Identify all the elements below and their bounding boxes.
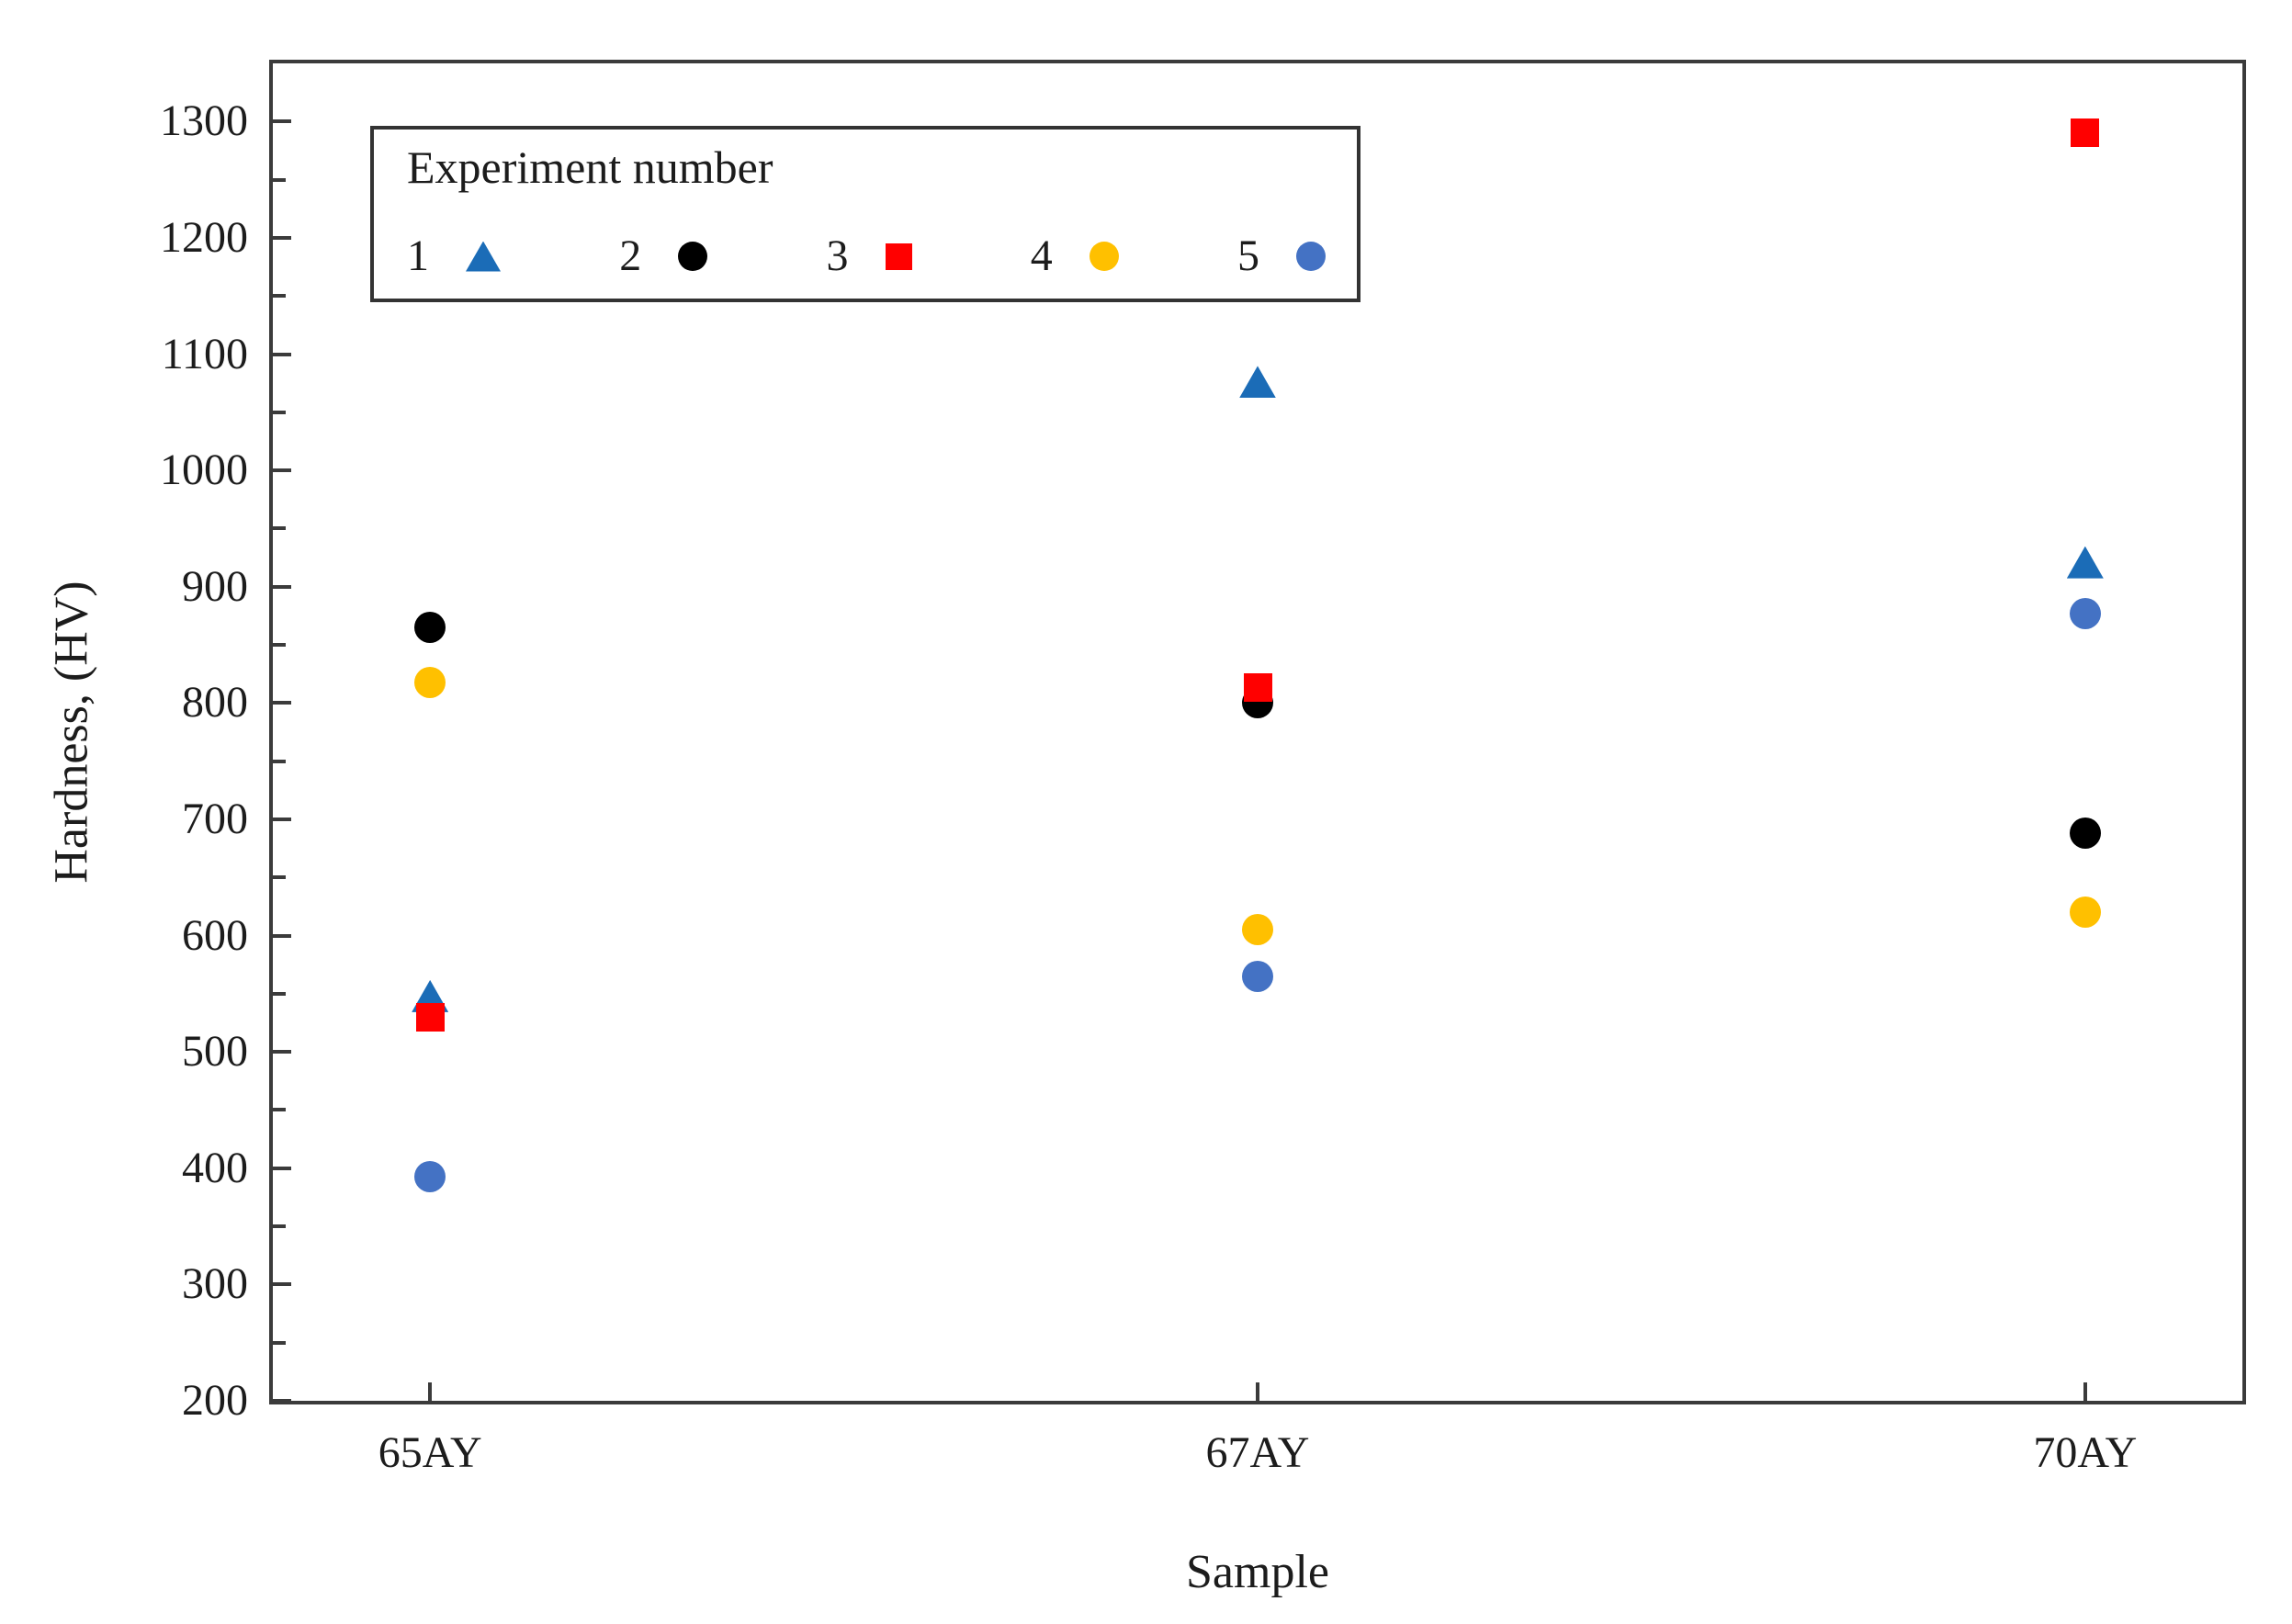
- y-major-tick: [273, 352, 291, 356]
- square-marker-icon: [885, 242, 912, 270]
- legend-entry-label: 5: [1237, 231, 1259, 280]
- x-axis-title: Sample: [1186, 1546, 1329, 1598]
- circle-marker-icon: [1296, 242, 1326, 271]
- y-minor-tick: [273, 1224, 286, 1229]
- y-major-tick: [273, 701, 291, 705]
- y-tick-label: 500: [182, 1027, 248, 1077]
- legend-entries: 1 2 3 4 5: [407, 234, 1326, 278]
- x-tick-label: 65AY: [378, 1428, 482, 1477]
- y-tick-label: 300: [182, 1259, 248, 1309]
- y-minor-tick: [273, 1108, 286, 1112]
- y-minor-tick: [273, 177, 286, 182]
- legend-entry-3: 3: [827, 234, 912, 278]
- y-minor-tick: [273, 991, 286, 996]
- y-major-tick: [273, 1282, 291, 1287]
- legend-entry-5: 5: [1237, 234, 1326, 278]
- legend-entry-label: 3: [826, 231, 849, 280]
- y-major-tick: [273, 119, 291, 124]
- y-major-tick: [273, 933, 291, 938]
- legend-entry-label: 4: [1030, 231, 1053, 280]
- data-point-exp3-65AY: [415, 1002, 445, 1032]
- data-point-exp3-70AY: [2071, 118, 2100, 148]
- y-major-tick: [273, 235, 291, 240]
- x-tick-label: 67AY: [1205, 1428, 1310, 1477]
- y-tick-label: 800: [182, 678, 248, 727]
- data-point-exp2-70AY: [2069, 818, 2101, 850]
- legend-entry-label: 1: [407, 231, 429, 280]
- circle-marker-icon: [1089, 242, 1119, 271]
- x-tick: [1256, 1382, 1259, 1401]
- circle-marker-icon: [678, 242, 708, 271]
- y-major-tick: [273, 1166, 291, 1170]
- data-point-exp2-65AY: [414, 612, 446, 644]
- y-tick-label: 1200: [160, 212, 248, 262]
- legend-entry-4: 4: [1031, 234, 1119, 278]
- y-major-tick: [273, 1399, 291, 1403]
- legend: Experiment number 1 2 3 4 5: [370, 126, 1361, 302]
- y-tick-label: 200: [182, 1376, 248, 1425]
- y-major-tick: [273, 584, 291, 589]
- y-minor-tick: [273, 410, 286, 414]
- x-tick: [428, 1382, 433, 1401]
- y-minor-tick: [273, 294, 286, 299]
- y-tick-label: 600: [182, 910, 248, 960]
- data-point-exp4-67AY: [1242, 914, 1273, 946]
- x-tick: [2083, 1382, 2087, 1401]
- y-minor-tick: [273, 875, 286, 880]
- y-tick-label: 700: [182, 794, 248, 843]
- triangle-marker-icon: [466, 241, 501, 272]
- y-major-tick: [273, 1050, 291, 1054]
- y-tick-label: 400: [182, 1143, 248, 1192]
- y-tick-label: 900: [182, 561, 248, 611]
- x-tick-label: 70AY: [2033, 1428, 2138, 1477]
- y-minor-tick: [273, 526, 286, 531]
- y-minor-tick: [273, 1340, 286, 1345]
- data-point-exp5-65AY: [414, 1160, 446, 1192]
- data-point-exp3-67AY: [1243, 673, 1272, 703]
- legend-entry-1: 1: [407, 234, 501, 278]
- y-tick-label: 1100: [161, 329, 248, 378]
- y-minor-tick: [273, 643, 286, 648]
- y-tick-label: 1000: [160, 445, 248, 495]
- legend-title: Experiment number: [407, 141, 773, 193]
- data-point-exp4-65AY: [414, 666, 446, 698]
- data-point-exp5-70AY: [2069, 597, 2101, 629]
- data-point-exp4-70AY: [2069, 897, 2101, 929]
- y-major-tick: [273, 468, 291, 473]
- legend-entry-label: 2: [619, 231, 642, 280]
- y-minor-tick: [273, 759, 286, 763]
- y-tick-label: 1300: [160, 96, 248, 146]
- legend-entry-2: 2: [619, 231, 708, 280]
- y-major-tick: [273, 817, 291, 821]
- data-point-exp5-67AY: [1242, 960, 1273, 992]
